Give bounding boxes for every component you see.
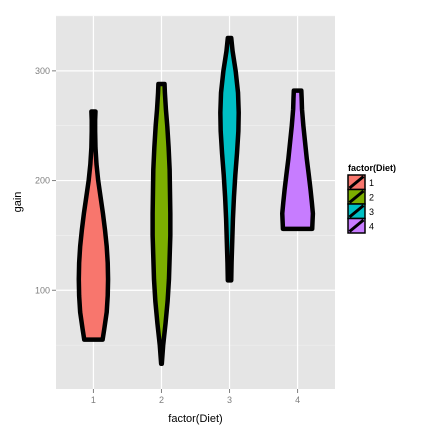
- legend-label-3: 3: [369, 207, 374, 217]
- y-axis-title: gain: [12, 192, 24, 213]
- legend-key-slash: [348, 204, 365, 219]
- x-tick-label: 1: [91, 395, 96, 405]
- legend-label-4: 4: [369, 221, 374, 231]
- x-axis: 1 2 3 4: [91, 389, 300, 405]
- x-axis-title: factor(Diet): [168, 413, 222, 425]
- violin-diet-4: [280, 88, 316, 232]
- legend-key-slash: [348, 189, 365, 204]
- violins-layer: [76, 35, 316, 367]
- x-tick-label: 3: [227, 395, 232, 405]
- y-axis: 100 200 300: [35, 66, 56, 295]
- violin-diet-1: [76, 109, 111, 342]
- y-tick-label: 200: [35, 176, 50, 186]
- x-tick-label: 2: [159, 395, 164, 405]
- y-tick-label: 300: [35, 66, 50, 76]
- legend-label-1: 1: [369, 178, 374, 188]
- legend-key-slash: [348, 218, 365, 233]
- y-tick-label: 100: [35, 285, 50, 295]
- legend-key-slash: [348, 175, 365, 190]
- violin-diet-3: [218, 35, 241, 283]
- violin-diet-2: [150, 81, 173, 367]
- legend: factor(Diet) 1 2 3 4: [347, 163, 396, 234]
- x-tick-label: 4: [295, 395, 300, 405]
- legend-title: factor(Diet): [348, 163, 396, 173]
- legend-label-2: 2: [369, 192, 374, 202]
